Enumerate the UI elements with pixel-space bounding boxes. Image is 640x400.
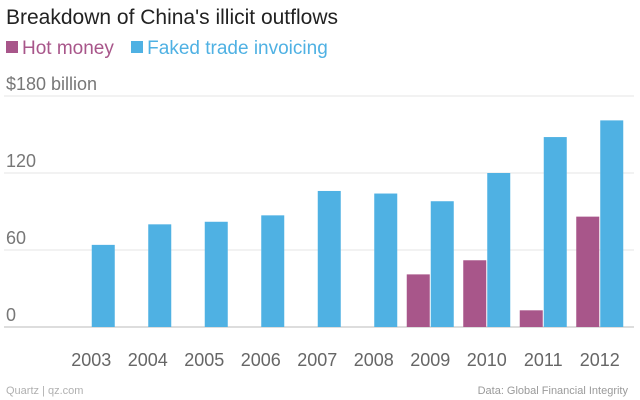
x-tick-label-2003: 2003 (71, 350, 111, 370)
credit-text: Quartz | qz.com (6, 385, 84, 397)
source-text: Data: Global Financial Integrity (477, 385, 628, 397)
bar-faked-trade-invoicing-2010 (487, 173, 511, 327)
bar-faked-trade-invoicing-2008 (374, 193, 398, 327)
x-tick-label-2008: 2008 (354, 350, 394, 370)
y-axis-labels: 0 60 120 $180 billion (6, 74, 97, 325)
x-tick-label-2007: 2007 (297, 350, 337, 370)
legend-label-faked-trade-invoicing: Faked trade invoicing (147, 38, 328, 59)
legend-swatch-hot-money (6, 40, 18, 53)
bar-faked-trade-invoicing-2012 (600, 120, 624, 327)
bar-faked-trade-invoicing-2006 (261, 215, 285, 327)
y-tick-label-60: 60 (6, 228, 26, 248)
y-tick-label-0: 0 (6, 305, 16, 325)
x-tick-label-2009: 2009 (410, 350, 450, 370)
bar-hot-money-2012 (576, 216, 600, 327)
x-tick-label-2005: 2005 (184, 350, 224, 370)
x-tick-label-2011: 2011 (524, 350, 563, 370)
bar-hot-money-2010 (463, 260, 487, 327)
bar-faked-trade-invoicing-2003 (91, 244, 115, 327)
chart-title: Breakdown of China's illicit outflows (6, 6, 338, 29)
bar-faked-trade-invoicing-2009 (430, 201, 454, 327)
bar-faked-trade-invoicing-2007 (317, 190, 341, 327)
legend-item-hot-money: Hot money (6, 38, 114, 60)
x-tick-label-2006: 2006 (241, 350, 281, 370)
legend-label-hot-money: Hot money (22, 38, 114, 59)
y-tick-label-120: 120 (6, 151, 36, 171)
bar-faked-trade-invoicing-2011 (543, 137, 567, 327)
bar-hot-money-2011 (519, 310, 543, 327)
legend-item-faked-trade-invoicing: Faked trade invoicing (131, 38, 328, 60)
legend-swatch-faked-trade-invoicing (131, 40, 144, 53)
bar-faked-trade-invoicing-2005 (204, 221, 228, 327)
chart-legend: Hot money Faked trade invoicing (6, 38, 340, 60)
x-tick-label-2004: 2004 (128, 350, 168, 370)
y-tick-label-180: $180 billion (6, 74, 97, 94)
bar-hot-money-2009 (406, 274, 430, 327)
bar-faked-trade-invoicing-2004 (148, 224, 172, 327)
x-tick-label-2012: 2012 (580, 350, 620, 370)
x-axis-labels: 2003 2004 2005 2006 2007 2008 2009 2010 2011 2012 (71, 350, 620, 370)
x-tick-label-2010: 2010 (467, 350, 507, 370)
bars (91, 120, 624, 327)
